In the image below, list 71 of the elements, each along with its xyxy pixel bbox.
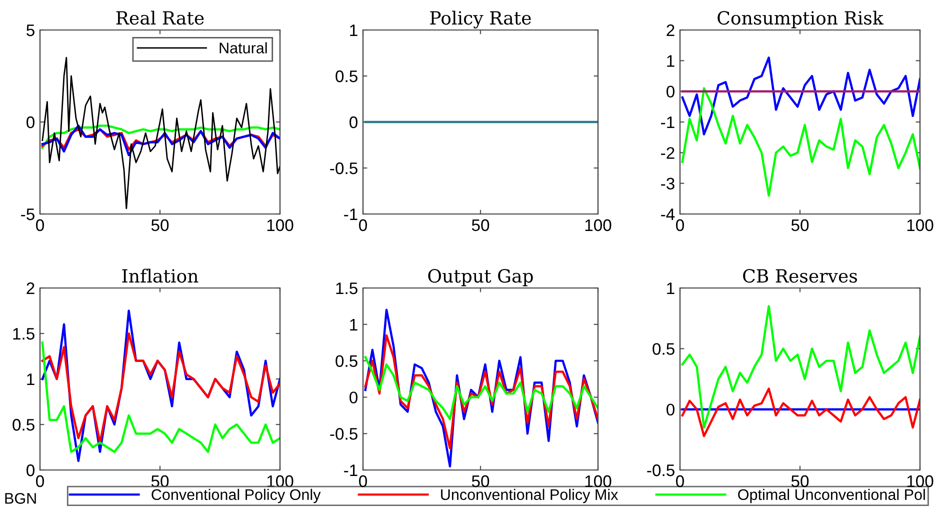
- legend-label: Optimal Unconventional Pol: [738, 488, 925, 504]
- y-tick-label: 1: [27, 374, 34, 386]
- y-tick-label: 5: [26, 24, 34, 36]
- line-series: [681, 305, 920, 429]
- y-tick-label: -0.5: [330, 428, 358, 440]
- y-tick-label: 1: [667, 55, 674, 67]
- x-tick-label: 0: [36, 219, 44, 232]
- line-series: [364, 334, 598, 450]
- y-tick-label: -2: [661, 147, 674, 159]
- line-series: [681, 388, 920, 438]
- x-tick-label: 50: [791, 219, 809, 232]
- line-series: [681, 56, 920, 136]
- x-tick-label: 50: [791, 475, 809, 488]
- y-tick-label: 0: [666, 86, 674, 98]
- x-tick-label: 50: [151, 219, 169, 232]
- x-tick-label: 100: [907, 219, 934, 232]
- x-tick-label: 100: [267, 475, 294, 488]
- y-tick-label: 0.5: [652, 343, 674, 355]
- y-tick-label: 0: [26, 464, 34, 476]
- x-tick-label: 50: [151, 475, 169, 488]
- y-tick-label: -1: [344, 208, 358, 220]
- legend-label: Unconventional Policy Mix: [441, 488, 618, 504]
- legend-label: Conventional Policy Only: [152, 488, 321, 504]
- y-tick-label: -3: [661, 178, 674, 190]
- y-tick-label: 0: [350, 116, 358, 128]
- x-tick-label: 0: [676, 475, 684, 488]
- y-tick-label: -0.5: [330, 162, 358, 174]
- line-series: [41, 124, 280, 149]
- line-series: [41, 310, 280, 462]
- y-tick-label: 0.5: [12, 418, 34, 431]
- x-tick-label: 0: [676, 219, 684, 232]
- x-tick-label: 50: [472, 475, 490, 488]
- y-tick-label: 0.5: [336, 355, 358, 368]
- y-tick-label: -1: [661, 116, 674, 128]
- y-tick-label: 1: [350, 24, 358, 36]
- chart-title: Real Rate: [116, 10, 204, 25]
- legend-label: Natural: [220, 42, 267, 54]
- y-tick-label: -1: [344, 464, 358, 476]
- y-tick-label: 0: [26, 116, 34, 128]
- y-tick-label: 1: [667, 282, 674, 294]
- x-tick-label: 50: [472, 219, 490, 232]
- y-tick-label: 1.5: [13, 328, 34, 340]
- x-tick-label: 0: [359, 219, 367, 232]
- y-tick-label: 0: [350, 392, 358, 404]
- chart-title: Inflation: [122, 268, 198, 283]
- y-tick-label: 2: [26, 282, 34, 294]
- line-series: [681, 87, 920, 197]
- x-tick-label: 100: [907, 475, 934, 488]
- line-series: [41, 124, 280, 156]
- line-series: [364, 308, 598, 468]
- y-tick-label: -4: [661, 208, 675, 220]
- y-tick-label: 1.5: [336, 282, 358, 294]
- x-tick-label: 0: [36, 475, 44, 488]
- y-tick-label: 0.5: [336, 70, 358, 82]
- chart-title: CB Reserves: [743, 269, 857, 283]
- text: BGN: [5, 493, 36, 504]
- chart-title: Policy Rate: [430, 10, 531, 28]
- line-series: [42, 56, 280, 210]
- x-tick-label: 0: [359, 475, 367, 488]
- chart-title: Output Gap: [428, 269, 533, 286]
- x-tick-label: 100: [585, 475, 612, 488]
- x-tick-label: 100: [267, 219, 294, 232]
- y-tick-label: 1: [350, 318, 358, 330]
- y-tick-label: 2: [666, 24, 674, 36]
- y-tick-label: 0: [666, 404, 674, 416]
- line-series: [41, 128, 280, 151]
- x-tick-label: 100: [585, 219, 612, 232]
- y-tick-label: -5: [21, 208, 34, 220]
- line-series: [364, 356, 598, 420]
- y-tick-label: -0.5: [647, 464, 674, 476]
- chart-title: Consumption Risk: [718, 10, 884, 28]
